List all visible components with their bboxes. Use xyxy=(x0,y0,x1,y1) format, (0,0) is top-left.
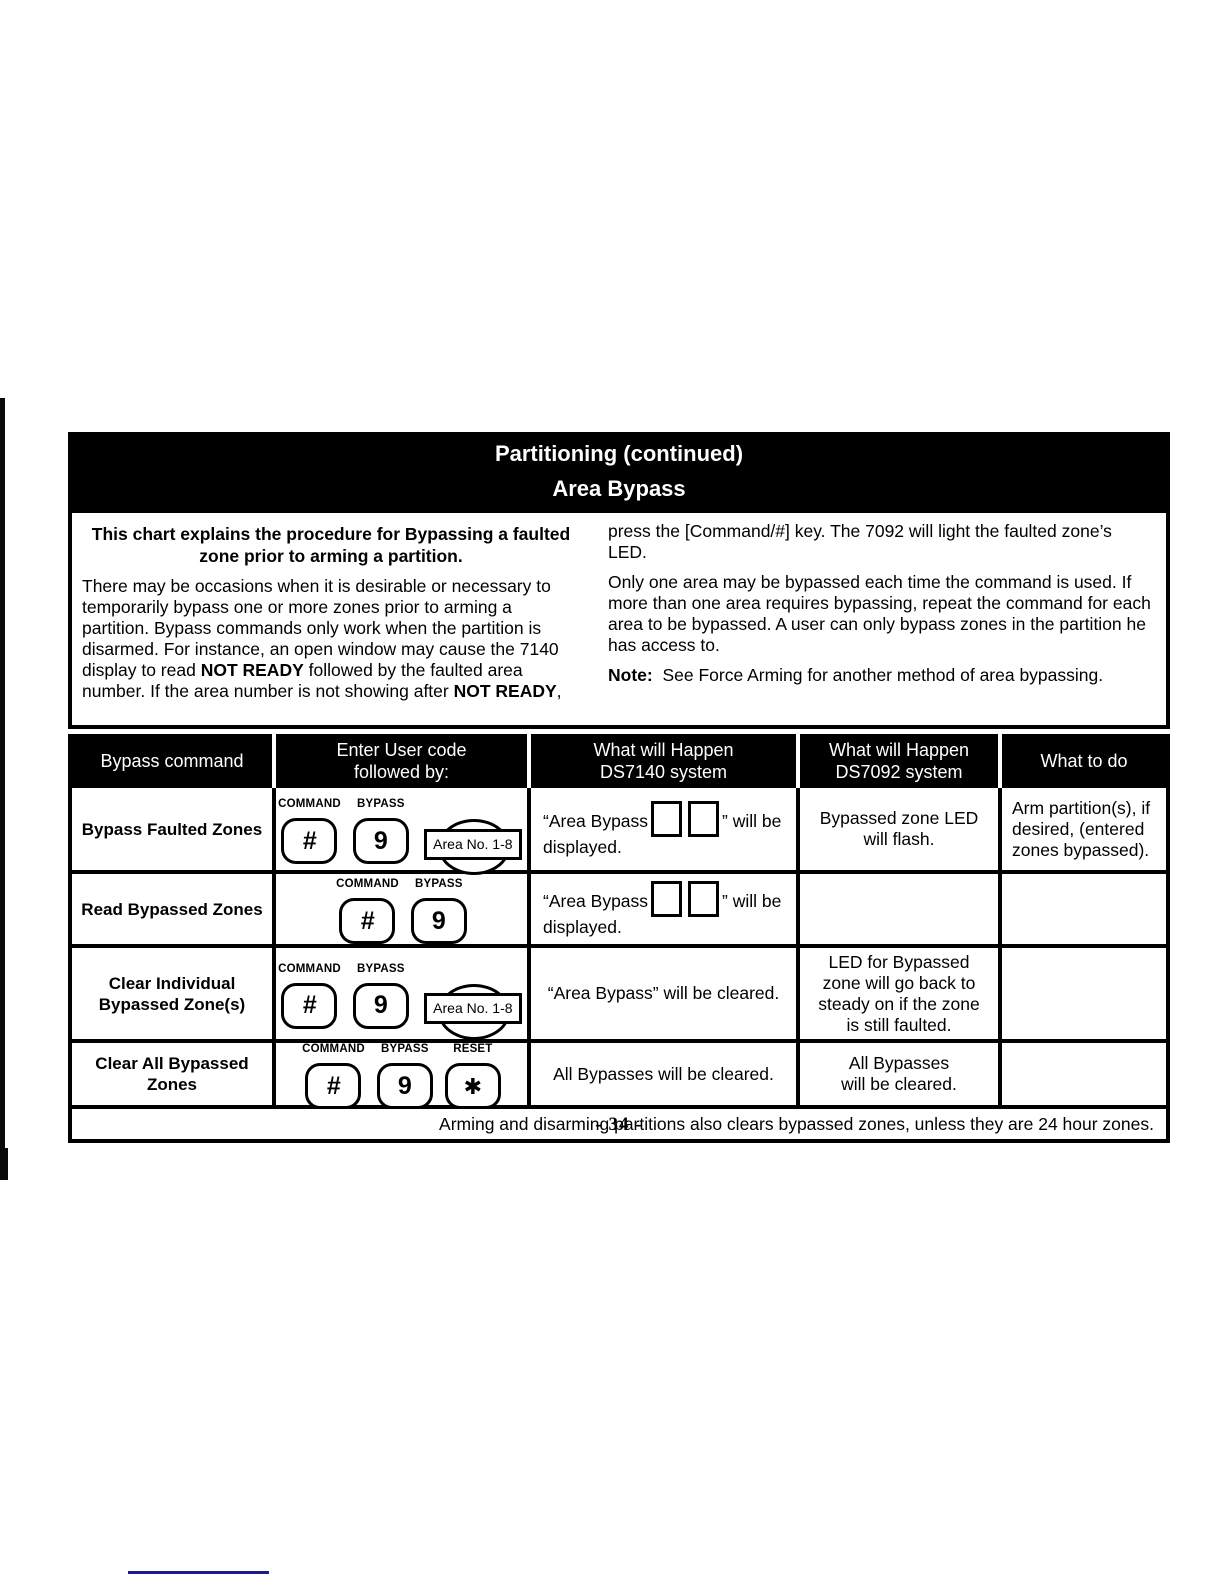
key-label: RESET xyxy=(453,1043,493,1055)
ds7140-result-cell: “Area Bypass” will be displayed. xyxy=(531,788,796,870)
key-label: COMMAND xyxy=(302,1043,365,1055)
page-number: - 34 - xyxy=(595,1114,643,1135)
key-label: COMMAND xyxy=(278,798,341,810)
intro-paragraph-1: There may be occasions when it is desira… xyxy=(82,576,562,701)
row-command-label: Read Bypassed Zones xyxy=(72,874,272,944)
key-sequence-cell: COMMAND # BYPASS 9 Area No. 1-8 xyxy=(276,788,527,875)
intro-left-column: This chart explains the procedure for By… xyxy=(82,521,580,711)
what-to-do-cell xyxy=(1002,948,1166,1039)
section-title-bar: Partitioning (continued) Area Bypass xyxy=(68,432,1170,513)
ds7092-result-cell xyxy=(800,874,998,944)
key-label: BYPASS xyxy=(415,878,463,890)
display-digit-box-icon xyxy=(651,880,683,917)
note-label: Note: xyxy=(608,665,653,685)
key-label: COMMAND xyxy=(278,962,341,975)
key-sequence: COMMAND # BYPASS 9 Area No. 1-8 xyxy=(278,959,525,1040)
command-key: COMMAND # xyxy=(336,874,399,944)
area-number-key: Area No. 1-8 xyxy=(421,983,525,1040)
key-sequence: COMMAND # BYPASS 9 Area No. 1-8 xyxy=(278,794,525,875)
display-digit-box-icon xyxy=(651,800,683,837)
area-number-key: Area No. 1-8 xyxy=(421,819,525,875)
intro-heading: This chart explains the procedure for By… xyxy=(91,524,571,566)
bypass-key: BYPASS 9 xyxy=(410,874,467,944)
note-text: See Force Arming for another method of a… xyxy=(662,665,1104,685)
scan-artifact-line xyxy=(0,398,5,1148)
nine-key-icon: 9 xyxy=(352,982,409,1029)
column-header-user-code: Enter User code followed by: xyxy=(276,734,527,788)
area-number-box: Area No. 1-8 xyxy=(424,828,522,860)
reset-key: RESET ✱ xyxy=(444,1039,501,1109)
bypass-key: BYPASS 9 xyxy=(352,959,409,1029)
ds7140-result-cell: “Area Bypass” will be displayed. xyxy=(531,874,796,944)
display-digit-box-icon xyxy=(688,800,720,837)
intro-paragraph-3: Only one area may be bypassed each time … xyxy=(608,572,1151,655)
intro-note: Note: See Force Arming for another metho… xyxy=(608,665,1154,686)
command-key: COMMAND # xyxy=(302,1039,365,1109)
key-label: BYPASS xyxy=(357,962,405,975)
column-header-ds7092: What will Happen DS7092 system xyxy=(800,734,998,788)
key-label: COMMAND xyxy=(336,878,399,890)
ds7140-result-cell: “Area Bypass” will be cleared. xyxy=(531,948,796,1039)
bypass-command-table: Bypass command Enter User code followed … xyxy=(68,734,1170,1143)
key-sequence: COMMAND # BYPASS 9 xyxy=(336,874,467,944)
row-command-label: Bypass Faulted Zones xyxy=(72,788,272,870)
area-bypass-panel: Partitioning (continued) Area Bypass Thi… xyxy=(68,432,1170,1143)
what-to-do-cell xyxy=(1002,1043,1166,1105)
ds7092-result-cell: Bypassed zone LED will flash. xyxy=(800,788,998,870)
row-command-label: Clear Individual Bypassed Zone(s) xyxy=(72,948,272,1039)
pound-key-icon: # xyxy=(281,982,338,1029)
scan-underline-mark xyxy=(128,1571,269,1574)
what-to-do-cell: Arm partition(s), if desired, (entered z… xyxy=(1002,788,1166,870)
key-sequence-cell: COMMAND # BYPASS 9 RESET ✱ xyxy=(276,1043,527,1109)
command-key: COMMAND # xyxy=(278,959,341,1029)
key-sequence-cell: COMMAND # BYPASS 9 xyxy=(276,874,527,944)
table-header-row: Bypass command Enter User code followed … xyxy=(72,734,1166,788)
table-body: Bypass Faulted Zones COMMAND # BYPASS 9 xyxy=(72,788,1166,1139)
what-to-do-cell xyxy=(1002,874,1166,944)
key-sequence-cell: COMMAND # BYPASS 9 Area No. 1-8 xyxy=(276,948,527,1040)
column-header-what-to-do: What to do xyxy=(1002,734,1166,788)
bypass-key: BYPASS 9 xyxy=(352,794,409,864)
pound-key-icon: # xyxy=(339,898,396,944)
not-ready-text: NOT READY xyxy=(453,681,557,701)
scan-artifact-line-tail xyxy=(0,1148,8,1180)
key-label: BYPASS xyxy=(357,798,405,810)
row-command-label: Clear All Bypassed Zones xyxy=(72,1043,272,1105)
star-key-icon: ✱ xyxy=(444,1063,501,1109)
subsection-title: Area Bypass xyxy=(552,476,686,501)
table-footnote: Arming and disarming partitions also cle… xyxy=(72,1109,1166,1139)
intro-paragraph-2: press the [Command/#] key. The 7092 will… xyxy=(608,521,1112,562)
nine-key-icon: 9 xyxy=(376,1063,433,1109)
key-sequence: COMMAND # BYPASS 9 RESET ✱ xyxy=(302,1039,501,1109)
intro-right-column: press the [Command/#] key. The 7092 will… xyxy=(608,521,1154,711)
not-ready-text: NOT READY xyxy=(200,660,304,680)
intro-text-box: This chart explains the procedure for By… xyxy=(68,513,1170,729)
command-key: COMMAND # xyxy=(278,794,341,864)
key-label: BYPASS xyxy=(381,1043,429,1055)
section-title: Partitioning (continued) xyxy=(494,441,744,466)
pound-key-icon: # xyxy=(281,818,338,864)
ds7140-result-cell: All Bypasses will be cleared. xyxy=(531,1043,796,1105)
bypass-key: BYPASS 9 xyxy=(376,1039,433,1109)
area-number-box: Area No. 1-8 xyxy=(424,993,522,1024)
column-header-bypass-command: Bypass command xyxy=(72,734,272,788)
nine-key-icon: 9 xyxy=(410,898,467,944)
ds7092-result-cell: LED for Bypassed zone will go back to st… xyxy=(800,948,998,1039)
nine-key-icon: 9 xyxy=(352,818,409,864)
ds7092-result-cell: All Bypasses will be cleared. xyxy=(800,1043,998,1105)
column-header-ds7140: What will Happen DS7140 system xyxy=(531,734,796,788)
display-digit-box-icon xyxy=(688,880,720,917)
pound-key-icon: # xyxy=(305,1063,362,1109)
